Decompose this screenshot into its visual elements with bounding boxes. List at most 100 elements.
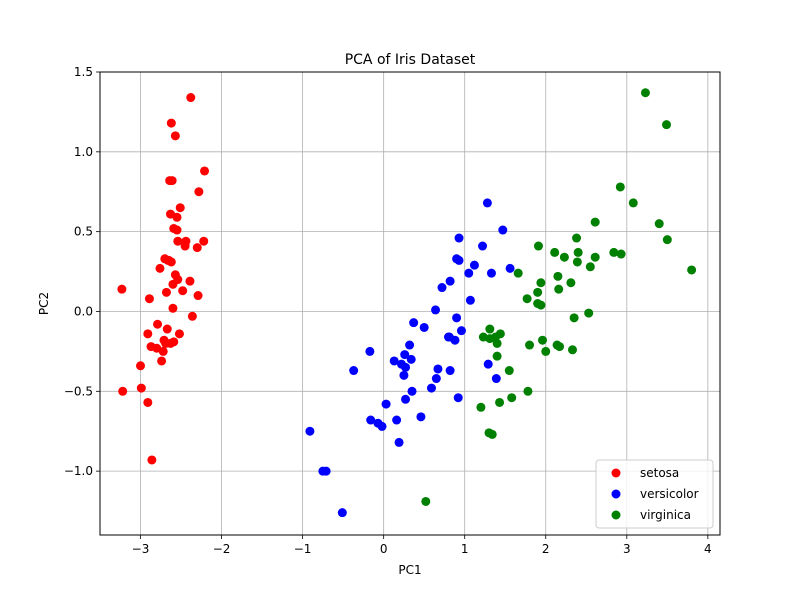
versicolor-point [486, 268, 496, 278]
virginica-point [513, 268, 523, 278]
versicolor-point [349, 366, 359, 376]
versicolor-point [381, 399, 391, 409]
versicolor-point [431, 374, 441, 384]
setosa-point [175, 203, 185, 213]
setosa-point [186, 93, 196, 103]
x-tick-label: −3 [132, 542, 150, 556]
x-tick-label: 0 [380, 542, 388, 556]
versicolor-point [453, 393, 463, 403]
versicolor-point [400, 350, 410, 360]
x-tick-label: −2 [213, 542, 231, 556]
legend-marker-setosa [611, 468, 621, 478]
versicolor-point [409, 318, 419, 328]
series-virginica [421, 88, 697, 506]
y-tick-label: 1.5 [74, 65, 93, 79]
y-tick-label: 1.0 [74, 145, 93, 159]
versicolor-point [401, 362, 411, 372]
x-tick-label: 4 [704, 542, 712, 556]
x-tick-label: 3 [623, 542, 631, 556]
versicolor-point [465, 295, 475, 305]
virginica-point [525, 340, 535, 350]
versicolor-point [454, 233, 464, 243]
virginica-point [615, 182, 625, 192]
virginica-point [485, 324, 495, 334]
setosa-point [161, 338, 171, 348]
virginica-point [573, 247, 583, 257]
versicolor-point [416, 412, 426, 422]
versicolor-point [483, 359, 493, 369]
virginica-point [590, 252, 600, 262]
virginica-point [536, 278, 546, 288]
setosa-point [143, 329, 153, 339]
virginica-point [569, 313, 579, 323]
x-axis-ticks: −3 −2 −1 0 1 2 3 4 [132, 535, 712, 556]
versicolor-point [482, 198, 492, 208]
virginica-point [559, 252, 569, 262]
versicolor-point [407, 386, 417, 396]
setosa-point [168, 303, 178, 313]
versicolor-point [491, 374, 501, 384]
virginica-point [609, 247, 619, 257]
y-axis-label: PC2 [37, 292, 51, 315]
versicolor-point [337, 508, 347, 518]
setosa-point [187, 311, 197, 321]
versicolor-point [406, 354, 416, 364]
versicolor-point [394, 437, 404, 447]
versicolor-point [464, 268, 474, 278]
virginica-point [538, 335, 548, 345]
versicolor-point [445, 366, 455, 376]
virginica-point [495, 397, 505, 407]
chart-title: PCA of Iris Dataset [345, 52, 476, 68]
versicolor-point [443, 332, 453, 342]
versicolor-point [433, 364, 443, 374]
virginica-point [567, 345, 577, 355]
setosa-point [144, 294, 154, 304]
virginica-point [585, 262, 595, 272]
y-tick-label: 0.0 [74, 304, 93, 318]
versicolor-point [401, 394, 411, 404]
legend-box [595, 459, 714, 529]
setosa-point [199, 236, 209, 246]
y-tick-label: 0.5 [74, 225, 93, 239]
setosa-point [192, 243, 202, 253]
virginica-point [522, 294, 532, 304]
setosa-point [147, 455, 157, 465]
y-tick-label: −0.5 [64, 384, 93, 398]
versicolor-point [452, 313, 462, 323]
y-axis-ticks: −1.0 −0.5 0.0 0.5 1.0 1.5 [64, 65, 100, 478]
setosa-point [167, 176, 177, 186]
setosa-point [172, 225, 182, 235]
x-tick-label: 2 [542, 542, 550, 556]
setosa-point [174, 329, 184, 339]
setosa-point [193, 291, 203, 301]
virginica-point [590, 217, 600, 227]
virginica-point [504, 366, 514, 376]
versicolor-point [431, 305, 441, 315]
versicolor-point [405, 340, 415, 350]
setosa-point [180, 241, 190, 251]
virginica-point [662, 120, 672, 130]
versicolor-point [377, 421, 387, 431]
virginica-point [553, 271, 563, 281]
x-tick-label: 1 [461, 542, 469, 556]
x-axis-label: PC1 [398, 563, 421, 577]
setosa-point [178, 286, 188, 296]
versicolor-point [426, 383, 436, 393]
virginica-point [628, 198, 638, 208]
setosa-point [166, 118, 176, 128]
virginica-point [616, 249, 626, 259]
virginica-point [491, 332, 501, 342]
setosa-point [136, 383, 146, 393]
versicolor-point [478, 241, 488, 251]
virginica-point [572, 233, 582, 243]
setosa-point [170, 131, 180, 141]
virginica-point [687, 265, 697, 275]
setosa-point [168, 279, 178, 289]
versicolor-point [321, 466, 331, 476]
legend-label-virginica: virginica [640, 508, 691, 522]
virginica-point [533, 287, 543, 297]
setosa-point [161, 287, 171, 297]
series-setosa [117, 93, 210, 465]
setosa-point [173, 236, 183, 246]
